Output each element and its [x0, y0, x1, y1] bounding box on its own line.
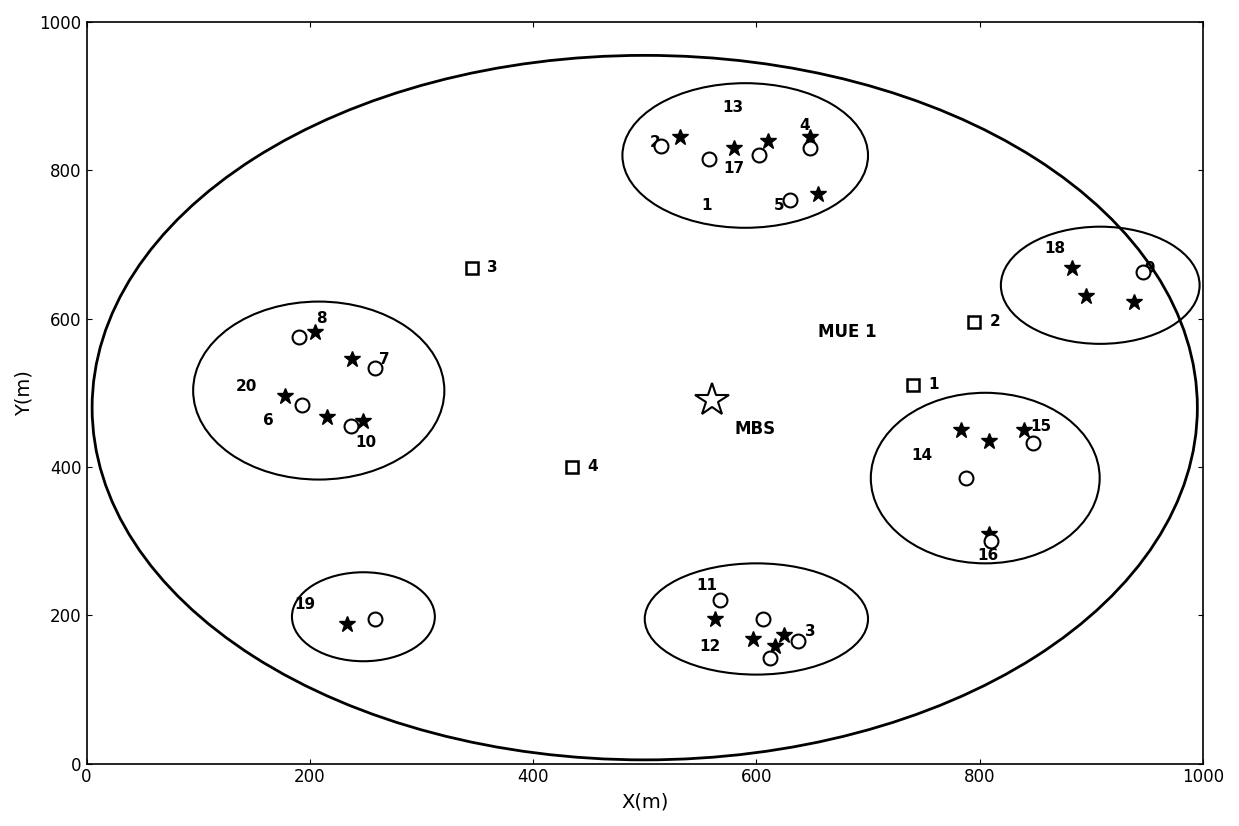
Text: 19: 19: [295, 596, 316, 611]
Text: 20: 20: [235, 379, 256, 394]
Text: 10: 10: [356, 435, 377, 450]
X-axis label: X(m): X(m): [621, 792, 668, 811]
Text: 13: 13: [722, 100, 743, 115]
Text: 1: 1: [928, 377, 939, 392]
Text: 7: 7: [379, 352, 390, 367]
Text: 3: 3: [487, 260, 498, 275]
Text: 8: 8: [316, 311, 326, 326]
Text: 3: 3: [804, 624, 815, 639]
Text: 9: 9: [1144, 261, 1155, 276]
Text: MBS: MBS: [733, 420, 776, 438]
Text: 15: 15: [1031, 419, 1052, 434]
Text: 1: 1: [701, 197, 711, 212]
Text: 4: 4: [587, 458, 598, 473]
Text: 2: 2: [990, 314, 1000, 329]
Text: 4: 4: [799, 118, 810, 133]
Text: 17: 17: [724, 161, 745, 176]
Text: 12: 12: [699, 639, 720, 654]
Text: MUE 1: MUE 1: [818, 323, 876, 341]
Text: 14: 14: [911, 449, 932, 463]
Text: 11: 11: [696, 578, 717, 593]
Text: 16: 16: [976, 548, 999, 563]
Text: 2: 2: [649, 135, 660, 150]
Text: 6: 6: [263, 414, 274, 429]
Text: 5: 5: [773, 197, 784, 212]
Text: 18: 18: [1044, 240, 1066, 256]
Y-axis label: Y(m): Y(m): [15, 370, 33, 415]
